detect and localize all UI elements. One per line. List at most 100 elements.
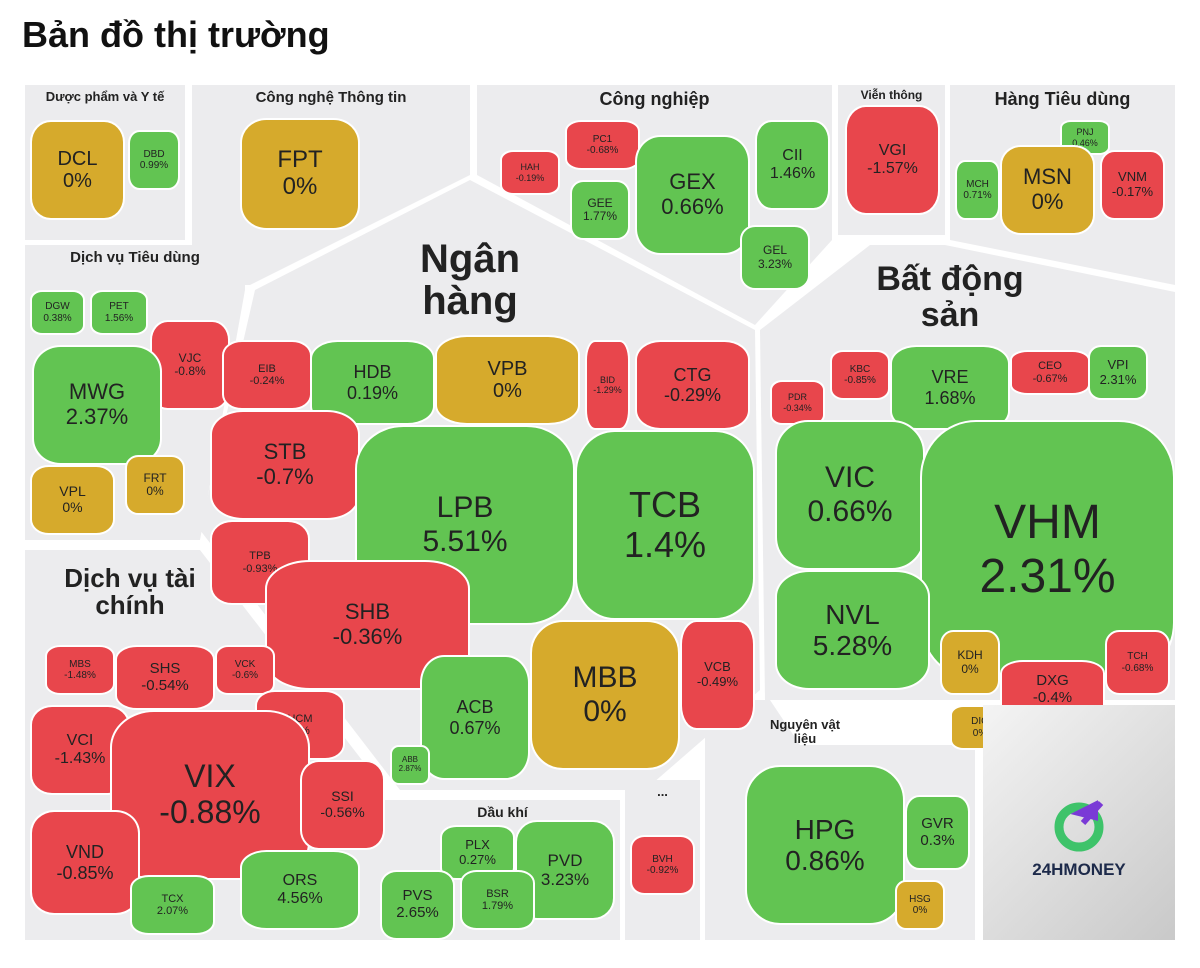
stock-ticker: FRT xyxy=(143,470,167,485)
stock-ticker: BID xyxy=(599,374,615,385)
stock-cell: VPL 0% xyxy=(30,465,115,535)
stock-cell: SSI -0.56% xyxy=(300,760,385,850)
stock-ticker: PDR xyxy=(787,392,807,403)
stock-change: -0.4% xyxy=(1032,689,1073,706)
stock-ticker: CII xyxy=(782,147,803,165)
stock-ticker: PVS xyxy=(402,887,433,905)
logo-text: 24HMONEY xyxy=(1032,860,1126,879)
stock-ticker: LPB xyxy=(436,491,494,525)
stock-cell: MCH 0.71% xyxy=(955,160,1000,220)
stock-cell: MWG 2.37% xyxy=(32,345,162,465)
stock-ticker: ORS xyxy=(282,872,318,890)
stock-cell: HPG 0.86% xyxy=(745,765,905,925)
stock-ticker: VHM xyxy=(994,496,1101,550)
stock-change: -0.29% xyxy=(663,385,722,405)
stock-ticker: VJC xyxy=(178,350,202,365)
logo-icon xyxy=(1054,800,1104,852)
stock-change: -1.29% xyxy=(593,385,622,395)
stock-cell: VIX -0.88% xyxy=(110,710,310,880)
stock-cell: GEX 0.66% xyxy=(635,135,750,255)
stock-ticker: SHS xyxy=(149,659,181,677)
stock-change: 2.37% xyxy=(65,404,129,429)
stock-change: 1.4% xyxy=(623,524,707,565)
sector-title: Ngân hàng xyxy=(420,237,520,323)
stock-change: 0% xyxy=(961,661,979,676)
stock-ticker: PLX xyxy=(465,836,490,852)
stock-change: 2.31% xyxy=(979,550,1116,603)
sector-title: Nguyên vật liệu xyxy=(769,717,841,746)
stock-cell: VCK -0.6% xyxy=(215,645,275,695)
stock-cell: BID -1.29% xyxy=(585,340,630,430)
stock-cell: GVR 0.3% xyxy=(905,795,970,870)
stock-cell: CEO -0.67% xyxy=(1010,350,1090,395)
stock-change: 2.65% xyxy=(396,904,439,921)
stock-change: 0% xyxy=(493,380,522,402)
stock-change: 0.86% xyxy=(785,845,865,876)
stock-change: 2.07% xyxy=(156,905,189,917)
logo: 24HMONEY xyxy=(983,705,1175,940)
stock-cell: MBS -1.48% xyxy=(45,645,115,695)
stock-change: -0.7% xyxy=(256,464,314,489)
stock-cell: DCL 0% xyxy=(30,120,125,220)
stock-cell: PDR -0.34% xyxy=(770,380,825,425)
stock-change: 0.46% xyxy=(1072,137,1098,148)
stock-cell: GEL 3.23% xyxy=(740,225,810,290)
stock-cell: PET 1.56% xyxy=(90,290,148,335)
stock-ticker: TCB xyxy=(629,483,701,525)
stock-ticker: VGI xyxy=(878,142,907,160)
stock-ticker: ABB xyxy=(401,755,418,765)
stock-cell: HAH -0.19% xyxy=(500,150,560,195)
stock-cell: VRE 1.68% xyxy=(890,345,1010,430)
stock-ticker: VCB xyxy=(704,659,731,675)
stock-ticker: MCH xyxy=(966,178,989,190)
stock-change: 0% xyxy=(972,727,988,739)
stock-ticker: VCK xyxy=(234,658,256,670)
stock-change: -0.85% xyxy=(56,862,114,883)
stock-cell: NVL 5.28% xyxy=(775,570,930,690)
stock-change: -0.24% xyxy=(249,375,285,387)
stock-ticker: MBB xyxy=(572,661,638,695)
stock-cell: EIB -0.24% xyxy=(222,340,312,410)
stock-cell: VJC -0.8% xyxy=(150,320,230,410)
stock-ticker: HDB xyxy=(353,362,392,383)
sector-title: Công nghệ Thông tin xyxy=(255,89,407,106)
stock-cell: DGW 0.38% xyxy=(30,290,85,335)
stock-ticker: GVR xyxy=(921,814,954,832)
stock-cell: TCH -0.68% xyxy=(1105,630,1170,695)
stock-ticker: CTG xyxy=(673,364,712,385)
sector-title: Dầu khí xyxy=(477,804,528,820)
stock-cell: VPB 0% xyxy=(435,335,580,425)
stock-cell: DBD 0.99% xyxy=(128,130,180,190)
stock-cell: PC1 -0.68% xyxy=(565,120,640,170)
stock-change: 0.66% xyxy=(807,495,893,528)
stock-cell: VGI -1.57% xyxy=(845,105,940,215)
stock-ticker: SHB xyxy=(344,599,391,625)
stock-ticker: HPG xyxy=(794,813,856,845)
stock-change: -0.36% xyxy=(332,624,403,649)
stock-change: 0% xyxy=(62,499,83,515)
stock-change: -0.49% xyxy=(696,674,739,689)
stock-ticker: PVD xyxy=(547,850,583,870)
stock-ticker: BVH xyxy=(652,853,673,865)
stock-cell: VPI 2.31% xyxy=(1088,345,1148,400)
stock-ticker: VND xyxy=(65,842,104,863)
stock-ticker: PET xyxy=(109,301,129,313)
stock-ticker: MSN xyxy=(1023,164,1072,190)
stock-ticker: DBD xyxy=(143,148,165,160)
stock-cell: VCB -0.49% xyxy=(680,620,755,730)
stock-change: -1.43% xyxy=(54,750,106,767)
stock-change: 0% xyxy=(912,905,928,916)
stock-cell: STB -0.7% xyxy=(210,410,360,520)
stock-change: -1.57% xyxy=(867,160,918,177)
stock-change: 0.27% xyxy=(459,851,496,867)
stock-ticker: TCH xyxy=(1127,651,1148,663)
stock-ticker: VPI xyxy=(1107,356,1129,372)
stock-change: 0% xyxy=(1031,189,1064,214)
stock-change: 5.51% xyxy=(422,525,508,558)
stock-ticker: VRE xyxy=(931,367,969,388)
stock-ticker: GEL xyxy=(762,243,787,258)
stock-ticker: VPB xyxy=(487,357,528,380)
stock-change: -0.68% xyxy=(586,145,619,156)
stock-cell: TCX 2.07% xyxy=(130,875,215,935)
